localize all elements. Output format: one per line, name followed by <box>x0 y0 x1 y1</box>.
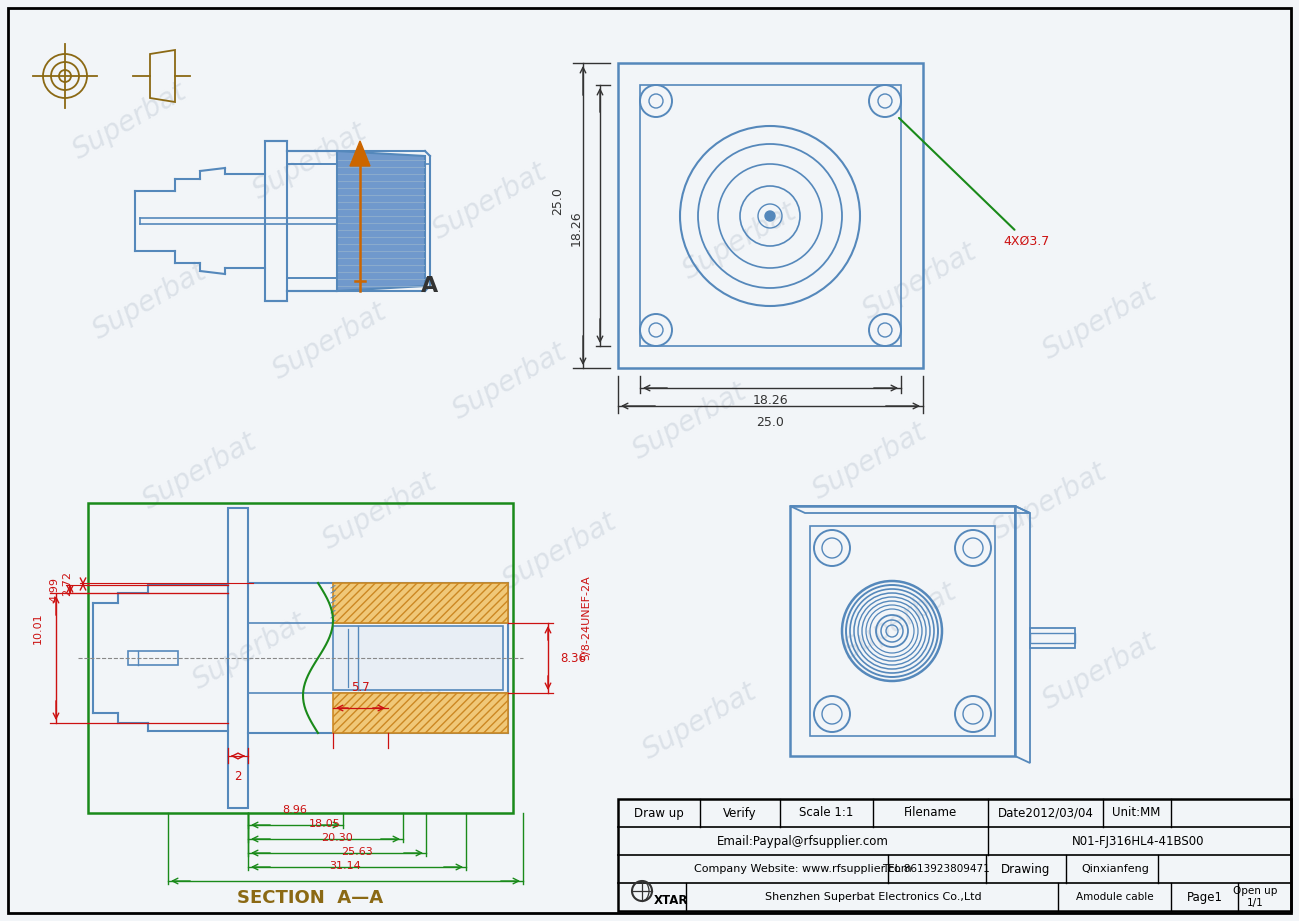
Text: Superbat: Superbat <box>88 257 212 344</box>
Bar <box>1030 628 1076 648</box>
Text: 18.26: 18.26 <box>569 210 582 246</box>
Text: Superbat: Superbat <box>638 677 763 764</box>
Text: Company Website: www.rfsupplier.com: Company Website: www.rfsupplier.com <box>694 864 912 874</box>
Text: Superbat: Superbat <box>68 77 192 165</box>
Bar <box>265 141 287 301</box>
Text: 5/8-24UNEF-2A: 5/8-24UNEF-2A <box>581 576 591 660</box>
Bar <box>229 508 248 808</box>
Bar <box>618 799 1291 911</box>
Text: Superbat: Superbat <box>268 297 392 385</box>
Text: TEL 8613923809471: TEL 8613923809471 <box>882 864 990 874</box>
Text: 25.63: 25.63 <box>342 847 373 857</box>
Text: Superbat: Superbat <box>448 337 572 425</box>
Polygon shape <box>336 151 425 291</box>
Circle shape <box>765 211 776 221</box>
Text: 2: 2 <box>234 770 242 783</box>
Text: Email:Paypal@rfsupplier.com: Email:Paypal@rfsupplier.com <box>717 834 889 847</box>
Text: Scale 1:1: Scale 1:1 <box>799 807 853 820</box>
Text: Superbat: Superbat <box>627 378 752 465</box>
Text: 4.99: 4.99 <box>49 577 58 601</box>
Text: 4XØ3.7: 4XØ3.7 <box>899 118 1050 248</box>
Text: Superbat: Superbat <box>1038 627 1161 715</box>
Text: Superbat: Superbat <box>678 197 801 285</box>
Text: Superbat: Superbat <box>1038 277 1161 365</box>
Text: Superbat: Superbat <box>989 457 1112 545</box>
Bar <box>88 503 513 813</box>
Text: 31.14: 31.14 <box>329 861 361 871</box>
Text: Amodule cable: Amodule cable <box>1076 892 1154 902</box>
Bar <box>129 651 178 665</box>
Bar <box>618 63 924 368</box>
Text: Superbat: Superbat <box>138 427 262 515</box>
Text: 25.0: 25.0 <box>756 416 783 429</box>
Text: Open up
1/1: Open up 1/1 <box>1233 886 1277 908</box>
Text: Superbat: Superbat <box>318 467 442 554</box>
Bar <box>333 626 503 690</box>
Text: 10.01: 10.01 <box>32 612 43 644</box>
Text: Drawing: Drawing <box>1002 862 1051 876</box>
Text: N01-FJ316HL4-41BS00: N01-FJ316HL4-41BS00 <box>1072 834 1204 847</box>
Text: 18.05: 18.05 <box>309 819 340 829</box>
Polygon shape <box>333 693 508 733</box>
Text: XTAR: XTAR <box>653 893 688 906</box>
Text: A: A <box>421 276 439 296</box>
Text: Date2012/03/04: Date2012/03/04 <box>998 807 1094 820</box>
Text: Unit:MM: Unit:MM <box>1112 807 1160 820</box>
Bar <box>1030 633 1076 643</box>
Polygon shape <box>333 583 508 623</box>
Text: 20.30: 20.30 <box>321 833 353 843</box>
Text: 18.26: 18.26 <box>752 394 787 407</box>
Polygon shape <box>349 141 370 166</box>
Text: Superbat: Superbat <box>498 507 622 595</box>
Text: 8.36: 8.36 <box>560 651 586 664</box>
Bar <box>640 85 902 346</box>
Text: Verify: Verify <box>724 807 757 820</box>
Text: Superbat: Superbat <box>838 577 963 665</box>
Text: 25.0: 25.0 <box>552 187 565 215</box>
Text: Superbat: Superbat <box>429 157 552 245</box>
Text: Superbat: Superbat <box>368 647 492 735</box>
Text: Superbat: Superbat <box>188 607 312 694</box>
Text: Superbat: Superbat <box>859 237 982 325</box>
Text: Page1: Page1 <box>1187 891 1222 904</box>
Text: 2.72: 2.72 <box>62 572 71 597</box>
Text: Superbat: Superbat <box>248 117 372 204</box>
Text: 8.96: 8.96 <box>283 805 308 815</box>
Text: Draw up: Draw up <box>634 807 683 820</box>
Text: Superbat: Superbat <box>808 417 931 505</box>
Text: Shenzhen Superbat Electronics Co.,Ltd: Shenzhen Superbat Electronics Co.,Ltd <box>765 892 981 902</box>
Text: SECTION  A—A: SECTION A—A <box>236 889 383 907</box>
Text: Filename: Filename <box>904 807 957 820</box>
Text: Qinxianfeng: Qinxianfeng <box>1081 864 1148 874</box>
Text: 5.7: 5.7 <box>351 681 369 694</box>
